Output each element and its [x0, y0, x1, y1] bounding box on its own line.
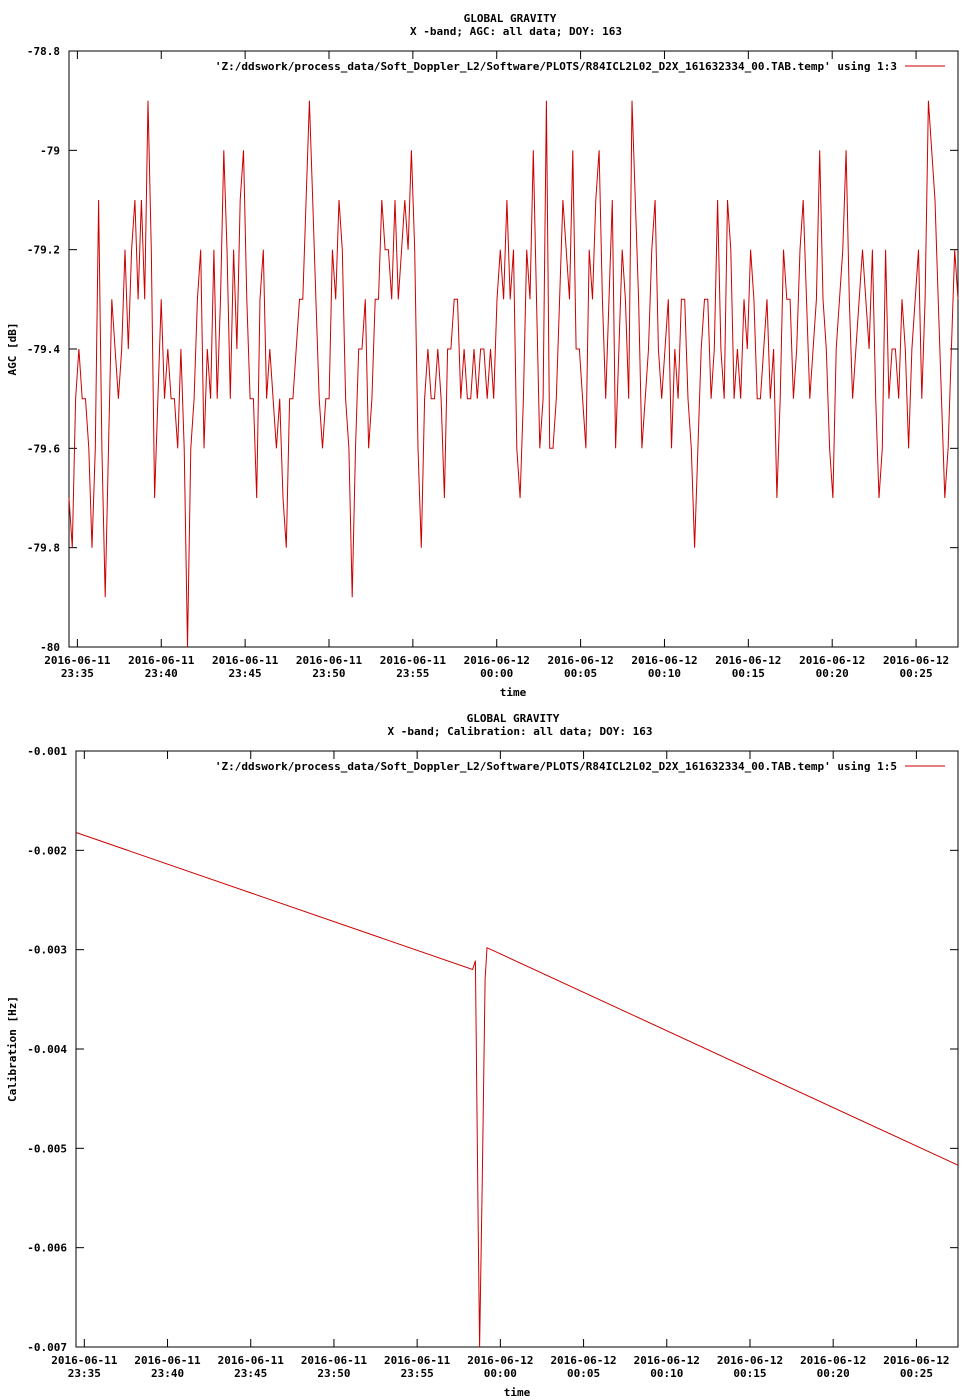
calibration-chart-title: GLOBAL GRAVITY — [467, 712, 560, 725]
calibration-x-tick-date: 2016-06-12 — [467, 1354, 533, 1367]
calibration-y-tick-label: -0.005 — [27, 1142, 67, 1155]
calibration-y-tick-label: -0.007 — [27, 1341, 67, 1354]
agc-y-tick-label: -79 — [40, 144, 60, 157]
agc-x-tick-time: 23:55 — [396, 667, 429, 680]
agc-y-tick-label: -79.4 — [27, 343, 60, 356]
agc-y-axis-label: AGC [dB] — [6, 323, 19, 376]
agc-x-tick-date: 2016-06-11 — [128, 654, 195, 667]
calibration-x-tick-time: 23:45 — [234, 1367, 267, 1380]
agc-chart-title: GLOBAL GRAVITY — [464, 12, 557, 25]
agc-chart: GLOBAL GRAVITY X -band; AGC: all data; D… — [6, 12, 959, 699]
calibration-x-tick-time: 23:40 — [151, 1367, 184, 1380]
calibration-x-tick-date: 2016-06-12 — [550, 1354, 616, 1367]
agc-series-line — [68, 100, 959, 648]
calibration-x-tick-time: 00:15 — [733, 1367, 766, 1380]
agc-x-tick-date: 2016-06-12 — [464, 654, 530, 667]
calibration-y-tick-label: -0.003 — [27, 944, 67, 957]
agc-x-ticks: 2016-06-1123:352016-06-1123:402016-06-11… — [44, 51, 949, 680]
agc-y-tick-label: -78.8 — [27, 45, 60, 58]
calibration-x-tick-time: 23:35 — [68, 1367, 101, 1380]
calibration-legend-label: 'Z:/ddswork/process_data/Soft_Doppler_L2… — [215, 760, 897, 773]
calibration-y-tick-label: -0.006 — [27, 1242, 67, 1255]
calibration-chart: GLOBAL GRAVITY X -band; Calibration: all… — [6, 712, 959, 1399]
agc-x-tick-time: 00:15 — [732, 667, 765, 680]
agc-x-tick-time: 00:20 — [816, 667, 849, 680]
agc-x-tick-date: 2016-06-12 — [799, 654, 865, 667]
agc-x-tick-time: 00:05 — [564, 667, 597, 680]
agc-y-tick-label: -79.6 — [27, 442, 60, 455]
calibration-x-tick-date: 2016-06-11 — [301, 1354, 368, 1367]
agc-x-tick-date: 2016-06-12 — [883, 654, 949, 667]
agc-x-tick-time: 00:10 — [648, 667, 681, 680]
calibration-x-tick-time: 00:10 — [650, 1367, 683, 1380]
calibration-x-ticks: 2016-06-1123:352016-06-1123:402016-06-11… — [51, 751, 950, 1380]
calibration-x-tick-time: 00:20 — [817, 1367, 850, 1380]
agc-chart-subtitle: X -band; AGC: all data; DOY: 163 — [410, 25, 622, 38]
calibration-x-tick-date: 2016-06-12 — [883, 1354, 949, 1367]
calibration-y-tick-label: -0.001 — [27, 745, 67, 758]
agc-x-tick-date: 2016-06-11 — [380, 654, 447, 667]
calibration-x-tick-date: 2016-06-11 — [384, 1354, 451, 1367]
calibration-x-tick-date: 2016-06-12 — [634, 1354, 700, 1367]
calibration-x-tick-time: 23:50 — [317, 1367, 350, 1380]
calibration-x-tick-time: 00:25 — [900, 1367, 933, 1380]
calibration-y-axis-label: Calibration [Hz] — [6, 996, 19, 1102]
agc-x-tick-time: 23:45 — [229, 667, 262, 680]
agc-y-tick-label: -80 — [40, 641, 60, 654]
calibration-x-tick-date: 2016-06-11 — [218, 1354, 285, 1367]
agc-x-tick-time: 23:35 — [61, 667, 94, 680]
calibration-x-axis-label: time — [504, 1386, 531, 1399]
agc-y-ticks: -78.8 -79 -79.2 -79.4 -79.6 -79.8 -80 — [27, 45, 958, 654]
agc-x-tick-time: 00:25 — [900, 667, 933, 680]
calibration-x-tick-date: 2016-06-12 — [800, 1354, 866, 1367]
calibration-y-tick-label: -0.002 — [27, 844, 67, 857]
agc-x-axis-label: time — [500, 686, 527, 699]
calibration-x-tick-date: 2016-06-11 — [134, 1354, 201, 1367]
agc-x-tick-date: 2016-06-12 — [631, 654, 697, 667]
calibration-x-tick-time: 23:55 — [401, 1367, 434, 1380]
calibration-chart-subtitle: X -band; Calibration: all data; DOY: 163 — [388, 725, 653, 738]
agc-x-tick-date: 2016-06-11 — [44, 654, 111, 667]
agc-x-tick-date: 2016-06-11 — [296, 654, 363, 667]
calibration-plot-frame — [75, 750, 959, 1348]
agc-x-tick-time: 00:00 — [480, 667, 513, 680]
agc-legend-label: 'Z:/ddswork/process_data/Soft_Doppler_L2… — [215, 60, 897, 73]
calibration-x-tick-date: 2016-06-12 — [717, 1354, 783, 1367]
agc-x-tick-time: 23:50 — [312, 667, 345, 680]
agc-x-tick-time: 23:40 — [145, 667, 178, 680]
calibration-y-tick-label: -0.004 — [27, 1043, 67, 1056]
agc-x-tick-date: 2016-06-12 — [547, 654, 613, 667]
calibration-x-tick-time: 00:00 — [484, 1367, 517, 1380]
calibration-y-ticks: -0.001 -0.002 -0.003 -0.004 -0.005 -0.006 -0.0… — [27, 745, 958, 1354]
agc-y-tick-label: -79.8 — [27, 542, 60, 555]
calibration-x-tick-time: 00:05 — [567, 1367, 600, 1380]
agc-x-tick-date: 2016-06-12 — [715, 654, 781, 667]
calibration-x-tick-date: 2016-06-11 — [51, 1354, 118, 1367]
agc-x-tick-date: 2016-06-11 — [212, 654, 279, 667]
calibration-series-line — [75, 832, 959, 1348]
agc-y-tick-label: -79.2 — [27, 244, 60, 257]
